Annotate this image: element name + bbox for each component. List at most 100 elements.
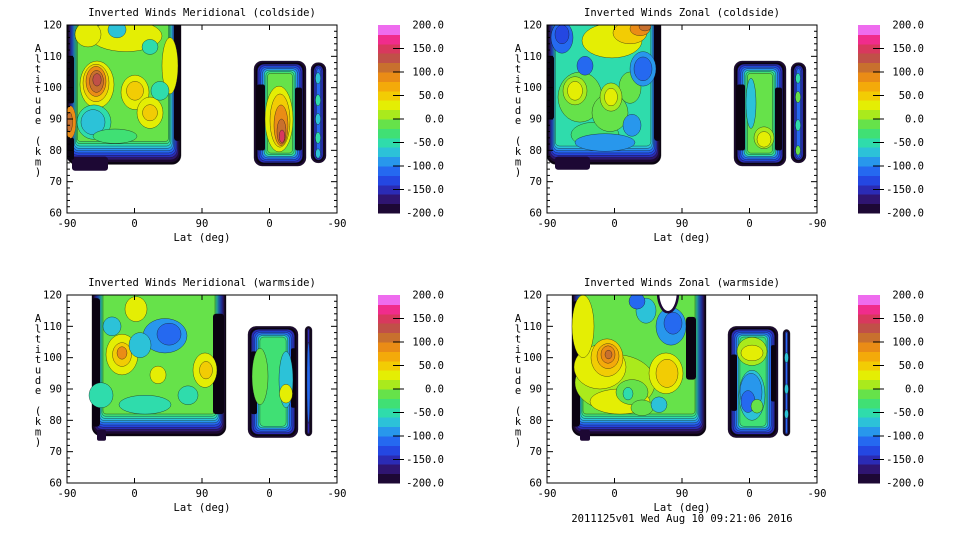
svg-text:k: k [515,146,522,158]
svg-text:0: 0 [266,488,272,500]
svg-text:-50.0: -50.0 [412,137,444,149]
chart-title: Inverted Winds Zonal (coldside) [584,7,780,19]
svg-text:d: d [35,375,41,387]
chart-title: Inverted Winds Zonal (warmside) [584,277,780,289]
svg-text:-200.0: -200.0 [886,478,924,490]
svg-text:-90: -90 [58,218,77,230]
svg-text:-100.0: -100.0 [406,431,444,443]
svg-text:-50.0: -50.0 [892,407,924,419]
svg-text:90: 90 [196,488,209,500]
x-axis-title: Lat (deg) [654,502,711,514]
svg-text:A: A [515,43,522,55]
svg-text:e: e [35,385,41,397]
svg-text:60: 60 [529,478,542,490]
contour-shapes [547,25,807,170]
svg-text:d: d [515,105,521,117]
svg-text:l: l [515,53,521,65]
svg-text:120: 120 [523,290,542,302]
svg-text:100.0: 100.0 [892,337,924,349]
svg-text:120: 120 [523,20,542,32]
svg-text:i: i [515,344,521,356]
timestamp: 2011125v01 Wed Aug 10 09:21:06 2016 [571,513,792,525]
svg-text:110: 110 [43,321,62,333]
svg-text:60: 60 [49,208,62,220]
svg-text:100.0: 100.0 [412,67,444,79]
svg-text:-90: -90 [538,218,557,230]
svg-text:0: 0 [746,488,752,500]
contour-shapes [571,295,791,441]
svg-text:90: 90 [529,384,542,396]
svg-text:e: e [515,115,521,127]
svg-text:100: 100 [523,82,542,94]
svg-text:90: 90 [196,218,209,230]
svg-text:70: 70 [49,446,62,458]
axes [66,294,338,484]
svg-text:k: k [515,416,522,428]
svg-text:t: t [35,64,41,76]
svg-text:-50.0: -50.0 [412,407,444,419]
svg-text:110: 110 [43,51,62,63]
svg-text:0.0: 0.0 [425,384,444,396]
svg-text:100: 100 [523,352,542,364]
svg-text:): ) [515,167,521,179]
svg-text:0: 0 [746,218,752,230]
x-axis-title: Lat (deg) [174,502,231,514]
svg-text:-150.0: -150.0 [406,184,444,196]
svg-text:90: 90 [676,218,689,230]
svg-text:150.0: 150.0 [892,313,924,325]
axes [66,24,338,214]
svg-text:100.0: 100.0 [412,337,444,349]
svg-text:80: 80 [529,415,542,427]
svg-text:A: A [35,313,42,325]
colorbar [858,295,884,484]
svg-text:t: t [35,354,41,366]
colorbar-labels: 200.0 150.0 100.0 50.0 0.0 -50.0 -100.0 -150.0 -… [886,290,924,490]
svg-text:80: 80 [49,145,62,157]
colorbar [378,295,404,484]
svg-text:-90: -90 [808,488,827,500]
svg-text:): ) [35,167,41,179]
svg-text:t: t [515,334,521,346]
svg-text:k: k [35,146,42,158]
svg-text:t: t [515,354,521,366]
svg-text:(: ( [35,136,41,148]
svg-text:e: e [35,115,41,127]
svg-text:-90: -90 [538,488,557,500]
svg-text:-100.0: -100.0 [886,431,924,443]
chart-title: Inverted Winds Meridional (coldside) [88,7,316,19]
svg-text:80: 80 [49,415,62,427]
svg-text:200.0: 200.0 [412,290,444,302]
svg-text:0: 0 [611,218,617,230]
svg-text:0.0: 0.0 [425,114,444,126]
svg-text:-100.0: -100.0 [886,161,924,173]
svg-text:l: l [515,323,521,335]
svg-text:0: 0 [131,488,137,500]
svg-text:u: u [515,365,521,377]
svg-text:-90: -90 [328,218,347,230]
colorbar-labels: 200.0 150.0 100.0 50.0 0.0 -50.0 -100.0 -150.0 -… [406,20,444,220]
svg-text:): ) [515,437,521,449]
svg-text:90: 90 [529,114,542,126]
svg-text:i: i [515,74,521,86]
svg-text:90: 90 [49,114,62,126]
svg-text:-50.0: -50.0 [892,137,924,149]
svg-text:110: 110 [523,321,542,333]
svg-text:t: t [35,84,41,96]
svg-text:A: A [35,43,42,55]
colorbar-labels: 200.0 150.0 100.0 50.0 0.0 -50.0 -100.0 -150.0 -… [406,290,444,490]
colorbar [378,25,404,214]
svg-text:u: u [35,95,41,107]
svg-text:150.0: 150.0 [892,43,924,55]
contour-shapes [88,295,313,441]
svg-text:50.0: 50.0 [419,360,444,372]
svg-text:-200.0: -200.0 [406,208,444,220]
